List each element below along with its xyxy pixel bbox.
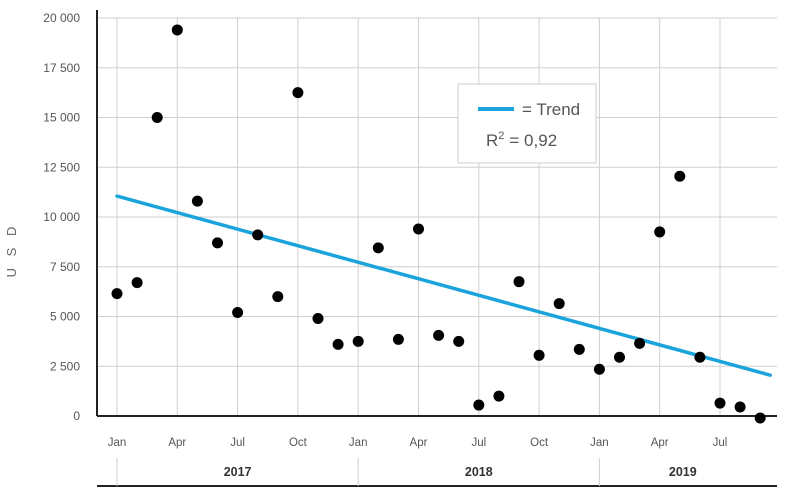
data-point [151, 112, 163, 123]
y-tick-label: 2 500 [50, 359, 80, 373]
x-tick-labels: Jan Apr Jul Oct Jan Apr Jul Oct Jan Apr Jul [108, 437, 728, 449]
data-point [674, 170, 686, 182]
data-point [212, 237, 223, 249]
year-label: 2017 [224, 465, 252, 479]
x-tick-label: Oct [289, 437, 308, 449]
grid [97, 17, 777, 416]
x-tick-label: Apr [168, 437, 186, 449]
x-tick-label: Jul [713, 437, 728, 449]
data-point [553, 298, 565, 310]
y-tick-label: 12 500 [43, 160, 80, 174]
y-tick-label: 20 000 [43, 11, 80, 25]
trend-line-group [115, 194, 772, 377]
x-tick-label: Apr [651, 437, 669, 449]
data-point [614, 351, 625, 363]
data-point [573, 343, 585, 355]
data-point [634, 337, 646, 349]
data-point [493, 390, 505, 402]
data-point [131, 277, 143, 289]
x-tick-label: Jan [590, 437, 609, 449]
data-point [734, 401, 746, 413]
data-point [654, 226, 666, 238]
legend-r2-superscript: 2 [498, 130, 504, 142]
legend: = Trend R2 = 0,92 [457, 83, 597, 164]
data-point [312, 312, 324, 324]
year-label: 2019 [669, 465, 697, 479]
data-point [433, 329, 445, 341]
data-point [413, 223, 424, 235]
data-point [352, 335, 364, 347]
data-point [272, 291, 284, 303]
data-point [372, 242, 384, 254]
data-point [593, 363, 605, 375]
y-tick-label: 10 000 [43, 210, 80, 224]
y-axis-label: U S D [4, 223, 19, 278]
x-tick-label: Jan [349, 437, 368, 449]
y-tick-label: 5 000 [50, 310, 80, 324]
data-point [392, 333, 404, 345]
x-tick-label: Oct [530, 437, 549, 449]
legend-r2-value: = 0,92 [509, 131, 557, 150]
data-point [533, 349, 545, 361]
data-point [754, 412, 766, 424]
y-tick-label: 15 000 [43, 111, 80, 125]
data-points [111, 24, 766, 424]
data-point [714, 397, 726, 409]
data-point [473, 399, 485, 411]
y-tick-label: 0 [73, 409, 80, 423]
data-point [171, 24, 183, 36]
legend-box [457, 83, 597, 164]
data-point [111, 288, 123, 300]
y-tick-labels: 0 2 500 5 000 7 500 10 000 12 500 15 000 17 500… [43, 11, 80, 423]
data-point [292, 87, 304, 99]
axes [96, 10, 777, 487]
data-point [252, 229, 264, 241]
data-point [332, 338, 344, 350]
legend-r2-symbol: R [486, 131, 498, 150]
data-point [694, 351, 706, 363]
x-tick-label: Jul [230, 437, 245, 449]
data-point [513, 276, 525, 288]
x-tick-label: Jan [108, 437, 127, 449]
data-point [232, 307, 244, 319]
y-tick-label: 7 500 [50, 260, 80, 274]
data-point [453, 335, 465, 347]
trend-line [115, 194, 772, 377]
legend-r2: R2 = 0,92 [486, 130, 557, 150]
year-label: 2018 [465, 465, 493, 479]
legend-trend-label: = Trend [522, 100, 580, 119]
x-tick-label: Jul [471, 437, 486, 449]
y-tick-label: 17 500 [43, 61, 80, 75]
data-point [191, 195, 203, 207]
year-labels: 2017 2018 2019 [116, 458, 697, 486]
x-tick-label: Apr [410, 437, 428, 449]
